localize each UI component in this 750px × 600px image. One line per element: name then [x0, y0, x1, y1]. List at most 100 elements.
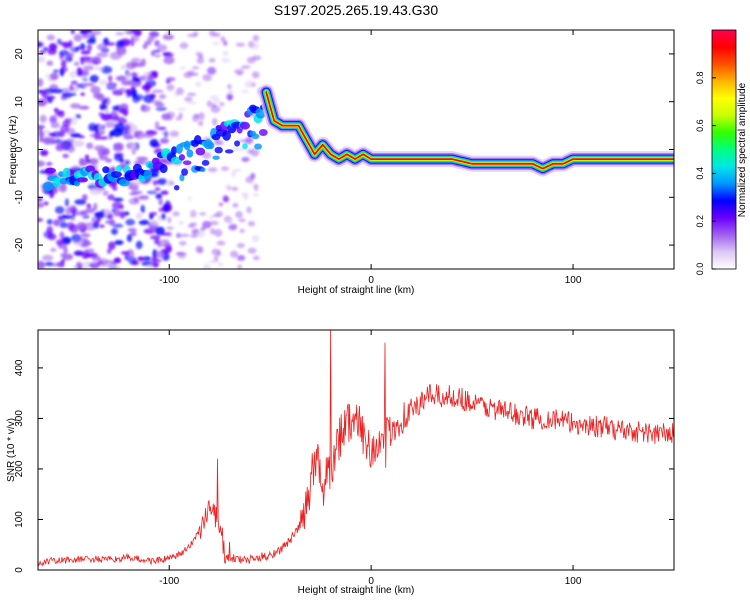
noise-blob	[167, 179, 174, 186]
noise-blob	[56, 141, 68, 150]
noise-blob	[108, 241, 116, 250]
noise-blob	[247, 148, 254, 154]
noise-blob	[128, 256, 138, 265]
noise-blob	[224, 218, 234, 224]
noise-blob	[156, 44, 168, 52]
noise-blob	[38, 42, 43, 47]
noise-blob	[43, 95, 56, 100]
noise-blob	[165, 30, 172, 36]
noise-blob	[80, 92, 85, 96]
noise-blob	[107, 82, 118, 87]
noise-blob	[223, 40, 228, 47]
heatmap-y-tick-label: -20	[14, 237, 25, 252]
noise-blob	[140, 204, 145, 214]
noise-blob	[175, 233, 182, 239]
ridge-blob	[45, 167, 57, 174]
noise-blob	[99, 79, 108, 86]
ridge-blob	[207, 141, 215, 150]
noise-blob	[38, 131, 45, 137]
noise-blob	[114, 257, 121, 263]
noise-blob	[105, 42, 116, 46]
noise-blob	[142, 43, 148, 50]
noise-blob	[52, 88, 64, 94]
ridge-blob	[201, 159, 210, 166]
noise-blob	[148, 31, 160, 38]
noise-blob	[70, 103, 81, 109]
noise-blob	[138, 75, 146, 81]
snr-line-chart: -100 0 100 0 100 200 300 400 Height of straigh…	[6, 329, 675, 596]
snr-frame	[37, 329, 675, 571]
heatmap-x-tick-label: -100	[159, 275, 179, 286]
noise-blob	[149, 213, 154, 220]
noise-blob	[224, 184, 232, 190]
noise-blob	[115, 75, 128, 82]
noise-blob	[252, 255, 260, 261]
noise-blob	[220, 57, 231, 63]
noise-blob	[74, 199, 87, 205]
noise-blob	[237, 264, 242, 269]
noise-blob	[96, 52, 109, 58]
noise-blob	[112, 223, 124, 228]
noise-blob	[90, 85, 101, 94]
noise-blob	[127, 228, 137, 232]
noise-blob	[227, 83, 232, 90]
noise-blob	[46, 161, 53, 166]
noise-blob	[159, 239, 170, 243]
noise-blob	[113, 209, 121, 217]
heatmap-x-tick-label: 100	[565, 275, 582, 286]
noise-blob	[123, 124, 131, 131]
colorbar-tick-label: 0.2	[695, 215, 705, 228]
noise-blob	[163, 52, 174, 58]
noise-blob	[39, 50, 46, 55]
noise-blob	[88, 158, 99, 165]
noise-blob	[250, 172, 256, 180]
noise-blob	[112, 105, 119, 112]
noise-blob	[163, 131, 169, 138]
noise-blob	[155, 106, 167, 111]
noise-blob	[77, 135, 85, 139]
noise-blob	[133, 94, 144, 101]
noise-blob	[38, 202, 45, 208]
noise-blob	[211, 41, 220, 46]
noise-blob	[129, 192, 139, 196]
noise-blob	[162, 34, 174, 40]
noise-blob	[167, 216, 172, 224]
noise-blob	[177, 107, 187, 111]
colorbar-scale	[711, 29, 737, 270]
noise-blob	[217, 262, 224, 267]
noise-blob	[106, 213, 114, 220]
noise-blob	[82, 65, 95, 71]
noise-blob	[219, 102, 225, 107]
snr-y-tick-label: 100	[14, 511, 25, 528]
noise-blob	[147, 36, 155, 42]
noise-blob	[73, 34, 83, 42]
noise-blob	[214, 229, 223, 237]
noise-blob	[189, 234, 198, 238]
noise-blob	[199, 212, 207, 216]
noise-blob	[154, 54, 161, 58]
noise-blob	[68, 47, 75, 52]
noise-blob	[233, 168, 241, 173]
noise-blob	[92, 221, 100, 229]
noise-blob	[238, 218, 246, 223]
ridge-blob	[76, 177, 88, 183]
snr-x-ticks: -100 0 100	[159, 330, 582, 587]
noise-blob	[59, 222, 69, 229]
noise-blob	[244, 194, 249, 201]
noise-blob	[88, 33, 96, 43]
heatmap-y-tick-label: 20	[14, 48, 25, 60]
snr-series-line	[38, 330, 674, 567]
noise-blob	[106, 248, 112, 254]
noise-blob	[62, 153, 69, 159]
noise-blob	[165, 111, 176, 118]
noise-blob	[85, 207, 96, 214]
noise-blob	[126, 249, 135, 259]
noise-blob	[105, 158, 113, 163]
noise-blob	[81, 240, 92, 247]
noise-blob	[198, 112, 205, 121]
noise-blob	[184, 96, 193, 102]
noise-blob	[62, 44, 72, 49]
noise-blob	[47, 233, 57, 241]
noise-blob	[43, 201, 49, 206]
noise-blob	[125, 218, 136, 226]
